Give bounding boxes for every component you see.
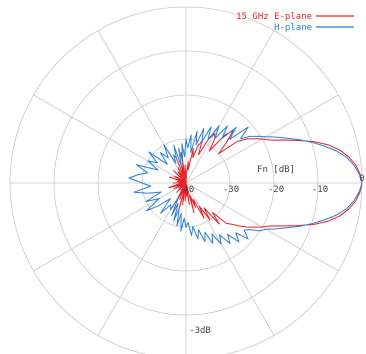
r-tick-label: -10 [312, 185, 328, 195]
grid-spoke [33, 94, 187, 184]
grid-spoke [33, 182, 187, 272]
r-tick-label: 0 [359, 174, 364, 184]
series-layer [128, 125, 363, 245]
grid-spoke [97, 30, 187, 184]
bottom-reference-label: -3dB [189, 326, 211, 336]
y-axis-label: Fn [dB] [257, 165, 295, 175]
legend-label-e-plane: 15 GHz E-plane [236, 12, 312, 22]
r-tick-label: -30 [223, 185, 239, 195]
radial-tick-labels: -40 -30 -20 -10 0 [178, 174, 365, 195]
legend-label-h-plane: H-plane [274, 23, 312, 33]
r-tick-label: -20 [268, 185, 284, 195]
series-line-e-plane [168, 130, 363, 228]
series-line-h-plane [128, 125, 363, 245]
legend: 15 GHz E-plane H-plane [236, 12, 354, 33]
r-tick-label: -40 [178, 185, 194, 195]
grid-spoke [185, 30, 275, 184]
